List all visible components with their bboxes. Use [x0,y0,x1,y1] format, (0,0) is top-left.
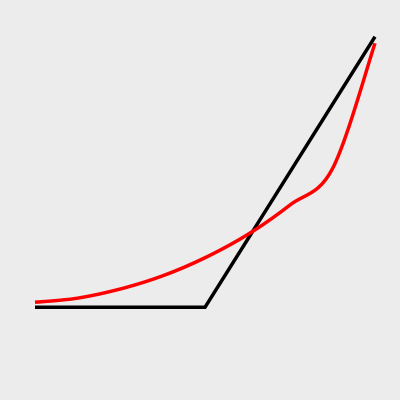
series-line-black [35,35,377,309]
series-layer [34,35,377,309]
series-line-red [34,42,377,305]
